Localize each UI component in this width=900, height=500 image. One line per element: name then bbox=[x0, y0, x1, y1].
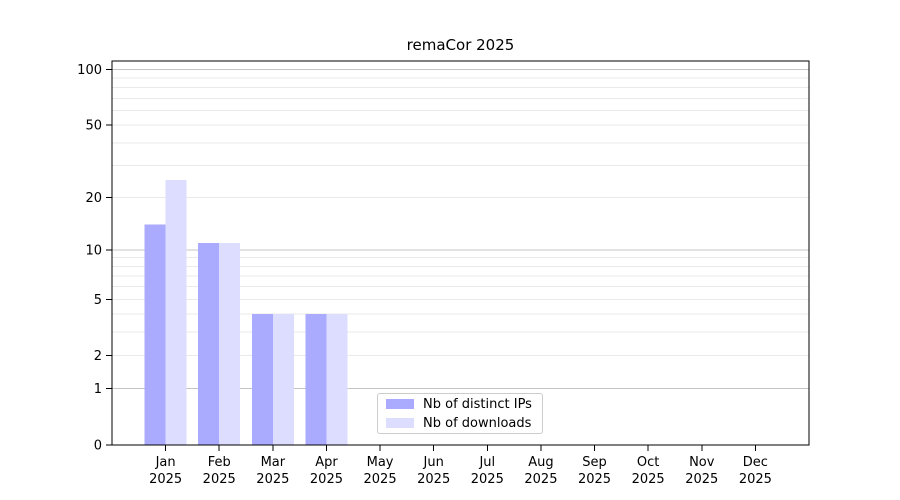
bar-downloads-feb bbox=[219, 242, 241, 445]
y-tick-label: 5 bbox=[94, 293, 102, 308]
y-tick-label: 50 bbox=[85, 119, 102, 134]
y-tick-label: 100 bbox=[77, 63, 102, 78]
x-tick-label-month: Apr bbox=[315, 455, 338, 470]
legend: Nb of distinct IPs Nb of downloads bbox=[377, 393, 543, 434]
y-tick-label: 1 bbox=[94, 382, 102, 397]
x-tick-label-year: 2025 bbox=[685, 472, 718, 487]
x-tick-label-year: 2025 bbox=[739, 472, 772, 487]
y-tick-label: 10 bbox=[85, 243, 102, 258]
legend-row-ips: Nb of distinct IPs bbox=[386, 397, 534, 412]
x-tick-label-year: 2025 bbox=[256, 472, 289, 487]
legend-swatch-ips-icon bbox=[386, 399, 414, 409]
x-tick-label-year: 2025 bbox=[471, 472, 504, 487]
legend-row-downloads: Nb of downloads bbox=[386, 416, 534, 431]
bar-ips-feb bbox=[198, 242, 220, 445]
bar-ips-apr bbox=[305, 314, 327, 445]
y-tick-label: 2 bbox=[94, 349, 102, 364]
x-tick-label-month: Aug bbox=[528, 455, 553, 470]
bar-downloads-mar bbox=[272, 314, 294, 445]
y-tick-label: 0 bbox=[94, 439, 102, 454]
legend-label-downloads: Nb of downloads bbox=[423, 415, 532, 431]
bar-downloads-apr bbox=[326, 314, 348, 445]
x-tick-label-month: Sep bbox=[582, 455, 607, 470]
x-tick-label-month: Jan bbox=[155, 455, 176, 470]
legend-swatch-downloads-icon bbox=[386, 418, 414, 428]
x-tick-label-year: 2025 bbox=[364, 472, 397, 487]
x-tick-label-year: 2025 bbox=[632, 472, 665, 487]
legend-label-ips: Nb of distinct IPs bbox=[423, 396, 532, 412]
bar-downloads-jan bbox=[165, 179, 187, 445]
x-tick-label-month: Jul bbox=[478, 455, 495, 470]
x-tick-label-month: Jun bbox=[423, 455, 444, 470]
x-tick-label-year: 2025 bbox=[417, 472, 450, 487]
x-tick-label-month: Nov bbox=[689, 455, 715, 470]
x-tick-label-month: Oct bbox=[637, 455, 659, 470]
x-tick-label-month: Dec bbox=[743, 455, 768, 470]
plot-border bbox=[111, 60, 810, 446]
y-tick-label: 20 bbox=[85, 191, 102, 206]
x-tick-label-month: Feb bbox=[208, 455, 231, 470]
bar-ips-mar bbox=[251, 314, 273, 445]
x-tick-label-year: 2025 bbox=[524, 472, 557, 487]
x-tick-label-year: 2025 bbox=[310, 472, 343, 487]
chart-title: remaCor 2025 bbox=[406, 36, 515, 54]
bar-ips-jan bbox=[144, 224, 166, 445]
x-tick-label-year: 2025 bbox=[578, 472, 611, 487]
x-tick-label-year: 2025 bbox=[149, 472, 182, 487]
x-tick-label-month: May bbox=[367, 455, 394, 470]
x-tick-label-year: 2025 bbox=[203, 472, 236, 487]
x-tick-label-month: Mar bbox=[261, 455, 286, 470]
